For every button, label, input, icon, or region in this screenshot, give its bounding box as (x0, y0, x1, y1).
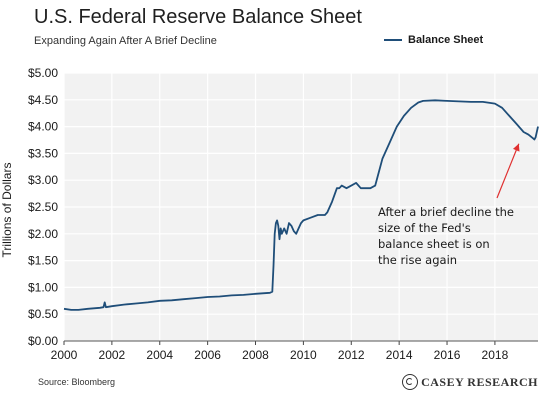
x-tick-label: 2016 (434, 348, 461, 362)
x-tick-label: 2000 (51, 348, 78, 362)
casey-research-logo: CASEY RESEARCH (402, 374, 538, 390)
logo-text: CASEY RESEARCH (421, 374, 538, 389)
x-tick-label: 2004 (146, 348, 173, 362)
x-tick-label: 2006 (194, 348, 221, 362)
annotation-text-line: size of the Fed's (378, 221, 471, 235)
source-note: Source: Bloomberg (38, 377, 116, 387)
annotation-text-line: balance sheet is on (378, 237, 490, 251)
legend-label: Balance Sheet (408, 34, 484, 46)
y-tick-label: $4.00 (28, 120, 58, 134)
annotation-text-line: the rise again (378, 253, 457, 267)
x-tick-label: 2010 (290, 348, 317, 362)
y-tick-label: $0.50 (28, 307, 58, 321)
series-line-balance-sheet (63, 99, 539, 311)
legend: Balance Sheet (384, 34, 483, 46)
y-tick-label: $2.50 (28, 200, 58, 214)
legend-swatch (384, 39, 402, 41)
y-tick-label: $1.50 (28, 254, 58, 268)
x-tick-label: 2012 (338, 348, 365, 362)
y-tick-label: $0.00 (28, 334, 58, 348)
y-tick-label: $3.50 (28, 146, 58, 160)
x-tick-label: 2008 (242, 348, 269, 362)
chart-title: U.S. Federal Reserve Balance Sheet (34, 6, 362, 28)
y-tick-label: $5.00 (28, 66, 58, 80)
y-tick-label: $4.50 (28, 93, 58, 107)
chart-subtitle: Expanding Again After A Brief Decline (34, 35, 217, 47)
annotation-text-line: After a brief decline the (378, 205, 514, 219)
annotation-arrow-head (513, 143, 520, 152)
logo-icon (402, 374, 419, 390)
y-tick-label: $1.00 (28, 280, 58, 294)
y-tick-label: $3.00 (28, 173, 58, 187)
y-tick-label: $2.00 (28, 227, 58, 241)
annotation-arrow-line (496, 143, 520, 199)
x-tick-label: 2014 (386, 348, 413, 362)
x-tick-label: 2018 (482, 348, 509, 362)
x-tick-label: 2002 (99, 348, 126, 362)
